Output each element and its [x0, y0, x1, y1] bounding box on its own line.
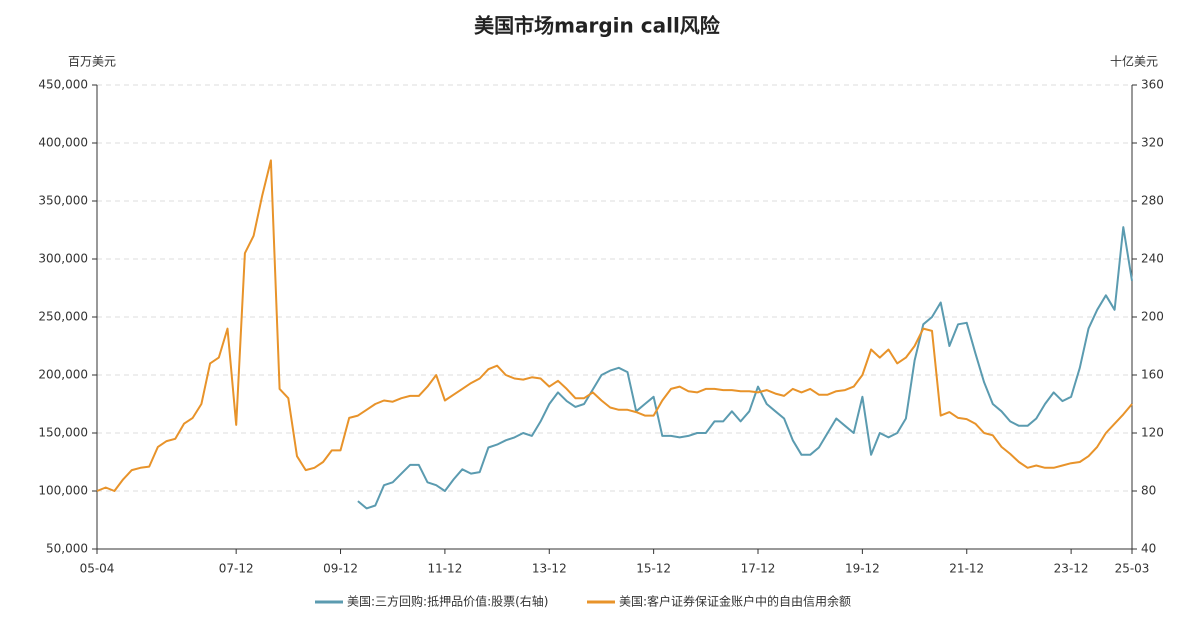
y-tick-label: 50,000 — [46, 542, 88, 556]
y2-tick-label: 80 — [1141, 484, 1156, 498]
y2-tick-label: 240 — [1141, 252, 1164, 266]
x-tick-label: 21-12 — [949, 562, 984, 576]
y2-tick-label: 280 — [1141, 194, 1164, 208]
y-tick-label: 150,000 — [38, 426, 88, 440]
series-line — [96, 159, 1133, 492]
y-tick-label: 300,000 — [38, 252, 88, 266]
y-axis-label: 百万美元 — [68, 55, 116, 69]
x-tick-label: 15-12 — [636, 562, 671, 576]
x-tick-label: 11-12 — [427, 562, 462, 576]
y-tick-label: 400,000 — [38, 136, 88, 150]
y-tick-label: 250,000 — [38, 310, 88, 324]
y2-axis-label: 十亿美元 — [1110, 54, 1158, 69]
y2-tick-label: 40 — [1141, 542, 1156, 556]
x-tick-label: 23-12 — [1054, 562, 1089, 576]
x-tick-label: 25-03 — [1115, 562, 1150, 576]
series-line — [357, 226, 1133, 510]
y2-tick-label: 120 — [1141, 426, 1164, 440]
chart-title: 美国市场margin call风险 — [474, 14, 721, 38]
y2-tick-label: 320 — [1141, 136, 1164, 150]
x-tick-label: 07-12 — [219, 562, 254, 576]
y-tick-label: 200,000 — [38, 368, 88, 382]
y-tick-label: 450,000 — [38, 78, 88, 92]
x-tick-label: 13-12 — [532, 562, 567, 576]
y2-tick-label: 360 — [1141, 78, 1164, 92]
x-tick-label: 09-12 — [323, 562, 358, 576]
legend-label: 美国:三方回购:抵押品价值:股票(右轴) — [347, 594, 549, 609]
y2-tick-label: 160 — [1141, 368, 1164, 382]
y2-tick-label: 200 — [1141, 310, 1164, 324]
x-tick-label: 17-12 — [741, 562, 776, 576]
legend-label: 美国:客户证券保证金账户中的自由信用余额 — [619, 594, 851, 609]
y-tick-label: 350,000 — [38, 194, 88, 208]
x-tick-label: 05-04 — [80, 562, 115, 576]
y-tick-label: 100,000 — [38, 484, 88, 498]
x-tick-label: 19-12 — [845, 562, 880, 576]
